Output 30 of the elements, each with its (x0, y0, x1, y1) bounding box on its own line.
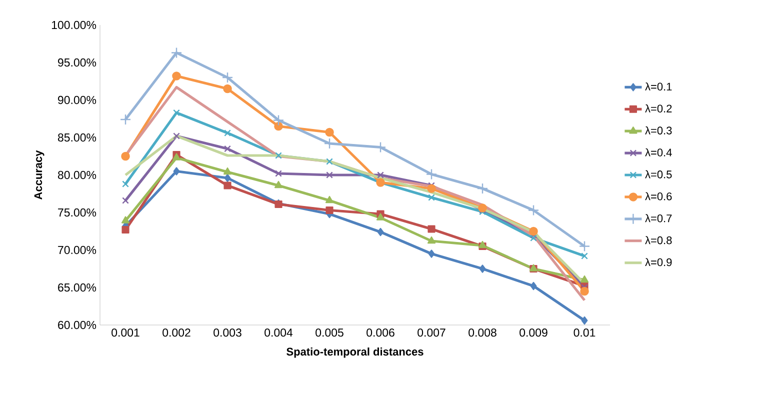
y-tick-label: 80.00% (58, 170, 96, 180)
x-tick-label: 0.006 (366, 328, 394, 337)
y-tick-label: 90.00% (58, 96, 96, 104)
y-tick-label: 85.00% (58, 133, 96, 142)
x-tick-label: 0.005 (316, 328, 344, 337)
x-tick-label: 0.007 (418, 328, 446, 337)
y-tick-label: 100.00% (52, 20, 96, 30)
x-tick-label: 0.001 (112, 328, 140, 337)
x-tick-label: 0.01 (574, 328, 596, 337)
y-tick-label: 65.00% (58, 283, 96, 292)
x-tick-label: 0.003 (214, 328, 242, 337)
x-tick-label: 0.009 (520, 328, 548, 337)
legend-label: λ=0.7 (645, 214, 672, 222)
legend-label: λ=0.6 (645, 192, 672, 200)
y-tick-label: 70.00% (58, 246, 96, 254)
legend-label: λ=0.9 (645, 258, 672, 266)
x-tick-label: 0.002 (162, 328, 190, 337)
legend-label: λ=0.4 (645, 148, 672, 156)
x-tick-label: 0.008 (468, 328, 496, 337)
x-axis-title: Spatio-temporal distances (286, 348, 424, 358)
y-axis-title: Accuracy (34, 150, 44, 200)
legend-label: λ=0.1 (645, 82, 672, 91)
y-tick-label: 75.00% (58, 208, 96, 217)
y-tick-label: 95.00% (58, 58, 96, 67)
x-tick-label: 0.004 (264, 328, 293, 337)
legend-label: λ=0.2 (645, 104, 672, 112)
legend-label: λ=0.3 (645, 126, 672, 134)
legend-label: λ=0.8 (645, 236, 672, 244)
y-tick-label: 60.00% (58, 320, 96, 330)
legend-label: λ=0.5 (645, 170, 672, 178)
